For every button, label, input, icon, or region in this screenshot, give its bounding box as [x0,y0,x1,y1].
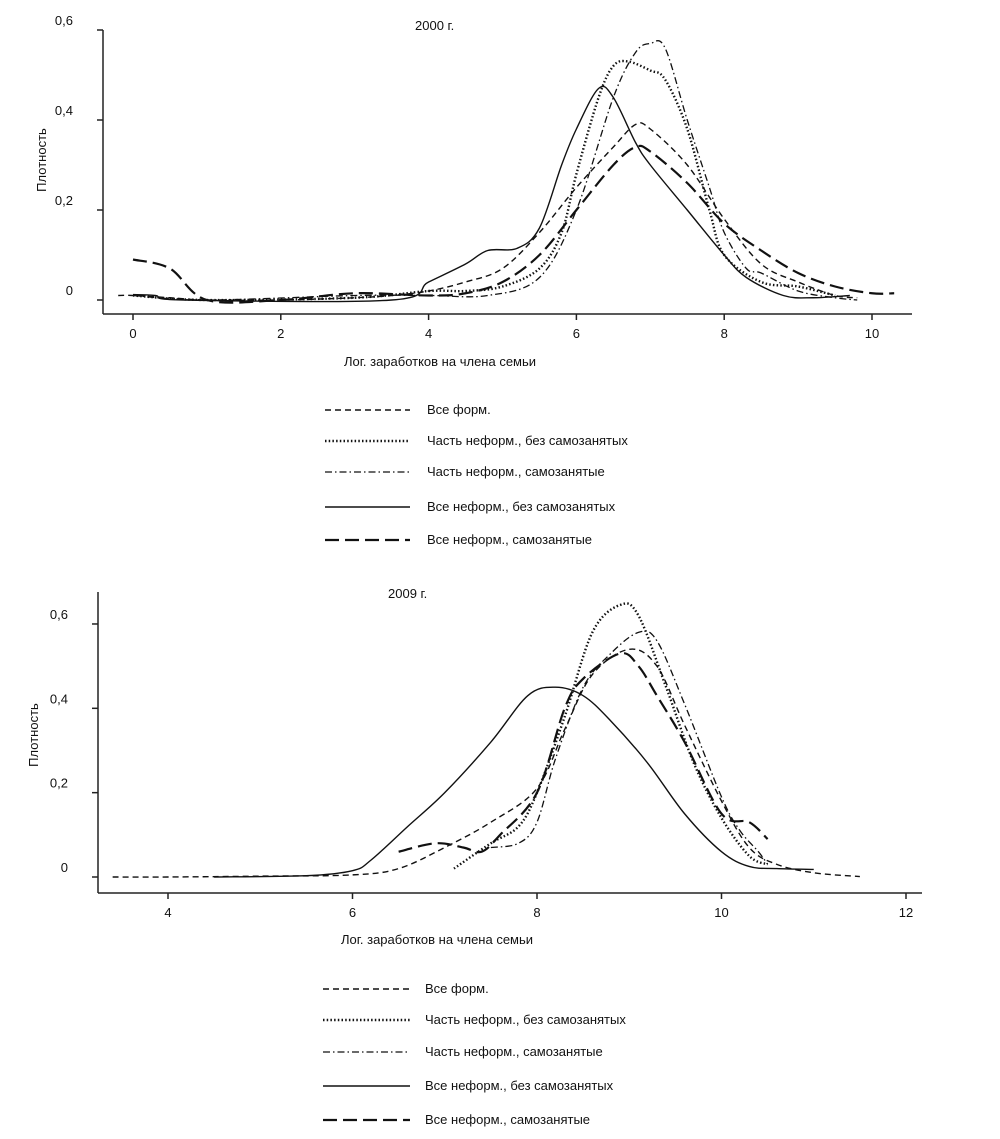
x-tick-label: 0 [129,326,136,341]
series-line-dash-dot [490,630,769,865]
chart-title: 2009 г. [388,586,427,601]
x-tick-label: 2 [277,326,284,341]
legend-label: Часть неформ., самозанятые [425,1044,603,1059]
series-line-long-dash [132,144,895,304]
y-tick-label: 0,2 [50,776,68,791]
y-axis-label: Плотность [26,703,41,767]
x-axis-label: Лог. заработков на члена семьи [341,932,533,947]
y-tick-label: 0 [61,860,68,875]
series-line-short-dash [118,122,858,301]
series-line-solid [214,686,814,878]
legend-label: Все неформ., самозанятые [427,532,592,547]
legend-label: Все форм. [425,981,489,996]
legend-label: Все форм. [427,402,491,417]
x-tick-label: 6 [349,905,356,920]
x-tick-label: 4 [425,326,432,341]
series-line-dash-dot [132,40,858,301]
series-line-short-dash [112,648,860,878]
legend-label: Часть неформ., самозанятые [427,464,605,479]
x-tick-label: 8 [533,905,540,920]
legend-label: Часть неформ., без самозанятых [427,433,628,448]
y-tick-label: 0 [66,283,73,298]
y-tick-label: 0,6 [55,13,73,28]
legend-label: Все неформ., без самозанятых [425,1078,614,1093]
x-tick-label: 10 [714,905,728,920]
y-tick-label: 0,2 [55,193,73,208]
legend-label: Все неформ., без самозанятых [427,499,616,514]
legend-label: Все неформ., самозанятые [425,1112,590,1127]
y-tick-label: 0,6 [50,607,68,622]
chart-panel-1: 4 6 8 10 12 0 0,2 0,4 0,6 2009 г. Лог. заработков … [26,586,922,1127]
chart-title: 2000 г. [415,18,454,33]
y-axis-label: Плотность [34,128,49,192]
x-tick-label: 4 [164,905,171,920]
x-tick-label: 10 [865,326,879,341]
series-line-dotted [453,602,769,870]
y-tick-label: 0,4 [55,103,73,118]
x-tick-label: 12 [899,905,913,920]
x-tick-label: 6 [573,326,580,341]
legend-label: Часть неформ., без самозанятых [425,1012,626,1027]
series-line-dotted [132,59,836,302]
chart-panel-0: 0 2 4 6 8 10 0 0,2 0,4 0,6 2000 г. Лог. заработков … [34,13,912,547]
y-tick-label: 0,4 [50,691,68,706]
series-line-long-dash [398,652,769,854]
x-axis-label: Лог. заработков на члена семьи [344,354,536,369]
series-line-solid [132,85,850,303]
x-tick-label: 8 [721,326,728,341]
